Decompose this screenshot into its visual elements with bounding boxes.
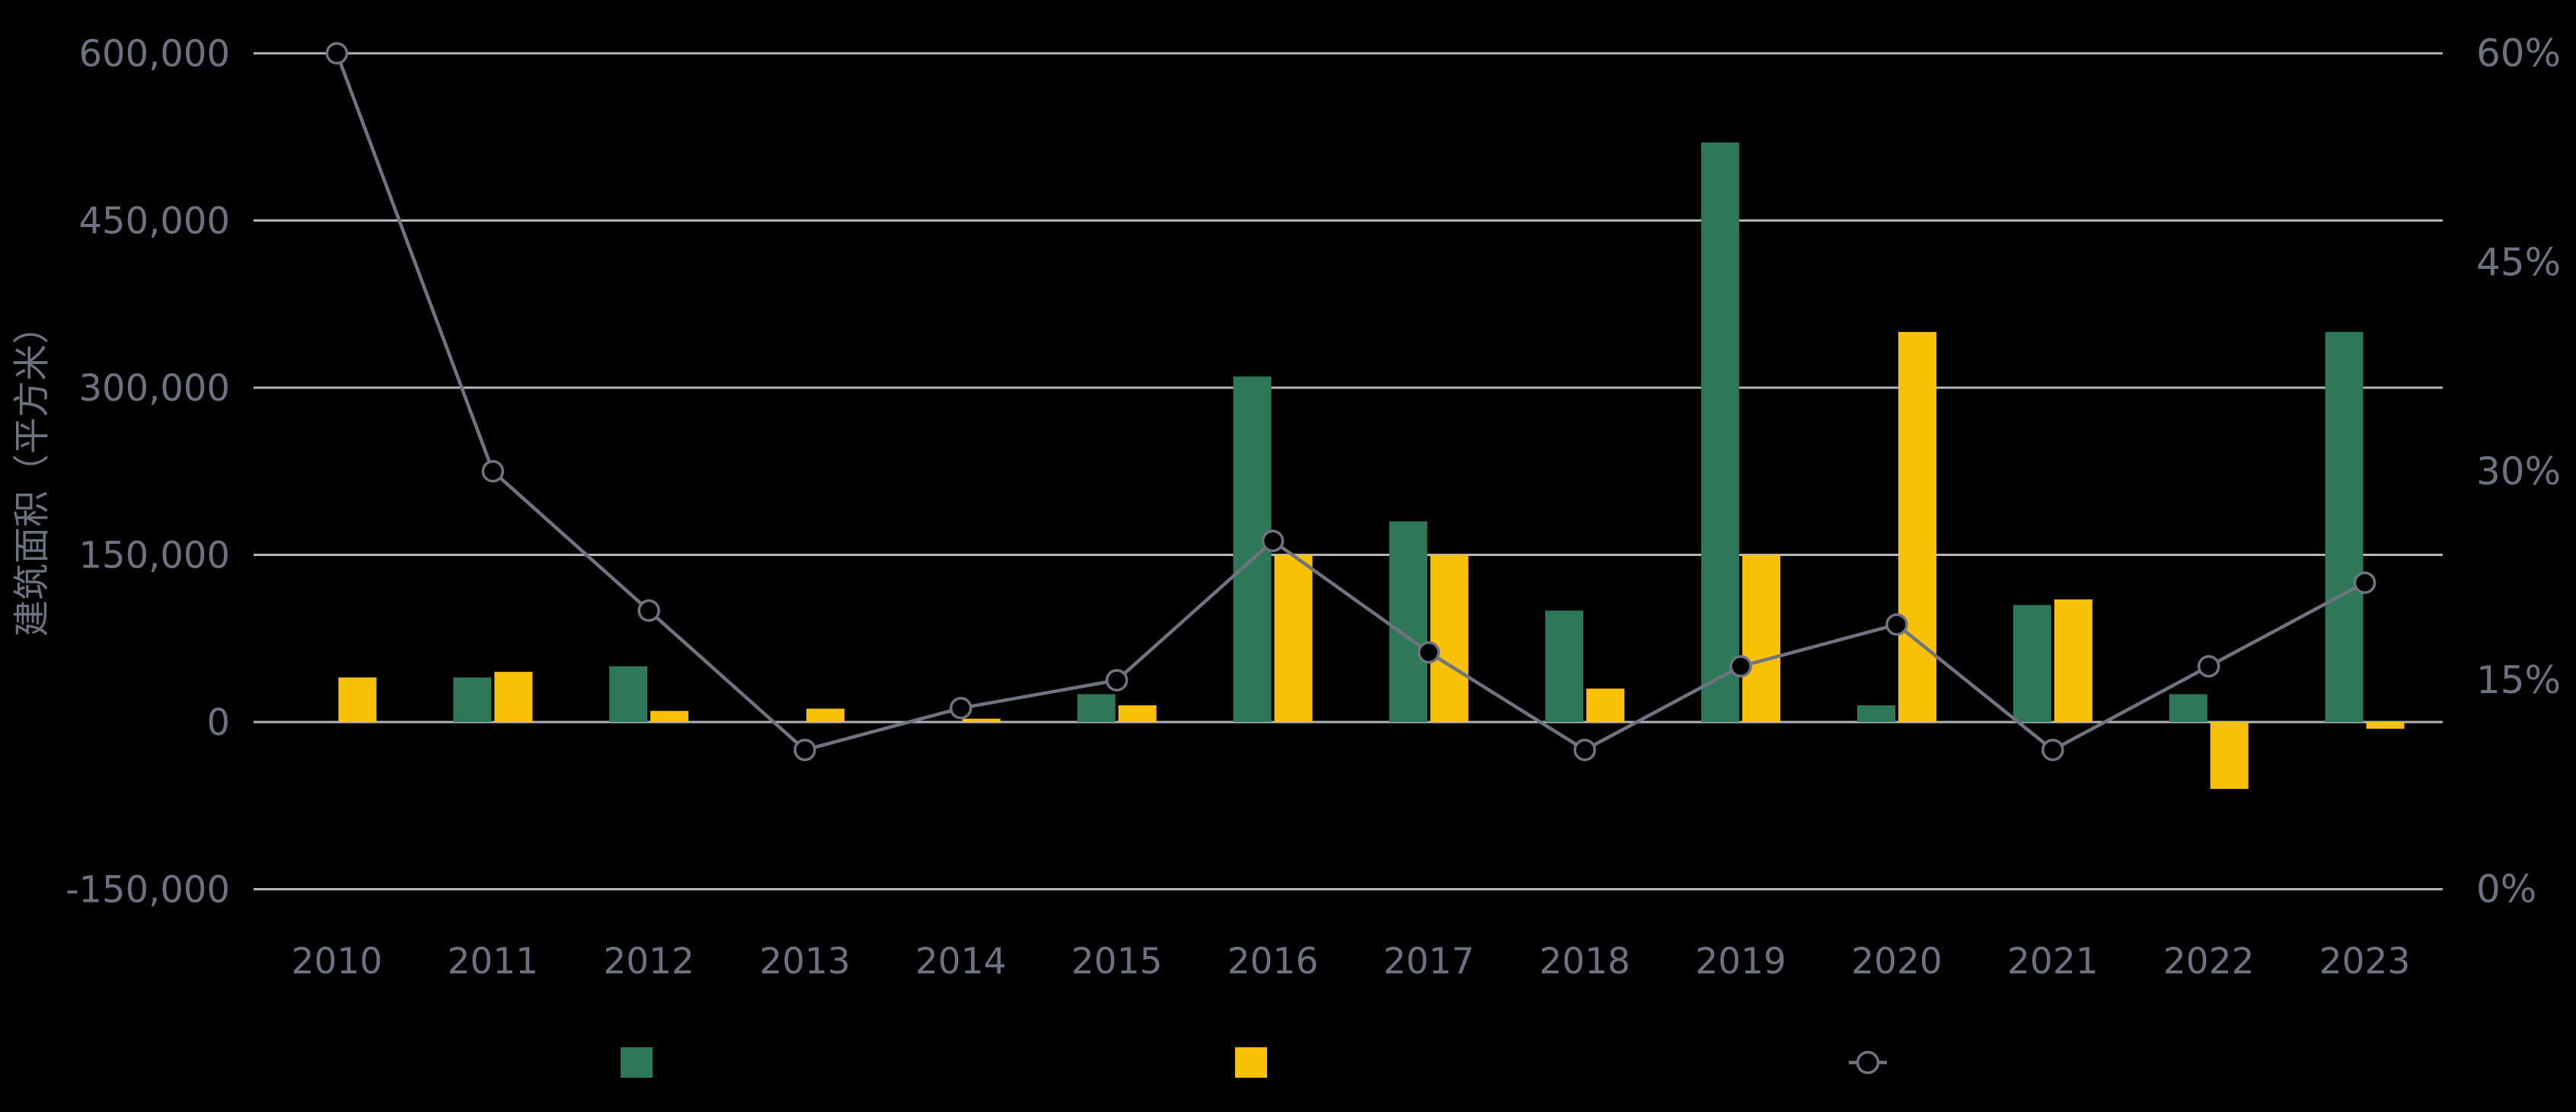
green-bar-2019	[1701, 142, 1740, 723]
left-axis-tick-label: 450,000	[79, 200, 231, 243]
x-axis-label-2020: 2020	[1851, 941, 1942, 983]
x-axis-label-2019: 2019	[1695, 941, 1786, 983]
yellow-bar-2012	[650, 711, 689, 722]
yellow-legend-swatch	[1235, 1047, 1267, 1078]
legend-item-yellow-bars[interactable]	[1235, 1047, 1267, 1078]
right-axis-tick-label: 45%	[2476, 240, 2561, 284]
percent-line-marker-2018	[1573, 738, 1597, 762]
yellow-bar-2011	[494, 672, 533, 722]
left-axis-tick-label: 300,000	[79, 367, 231, 410]
percent-line-marker-2012	[637, 599, 660, 622]
bars-layer	[338, 142, 2405, 789]
yellow-bar-2017	[1430, 554, 1469, 722]
percent-line-marker-2011	[481, 460, 505, 483]
yellow-bar-2014	[962, 718, 1001, 722]
x-axis-label-2011: 2011	[447, 941, 538, 983]
line-series-layer	[325, 42, 2376, 762]
x-axis-label-2010: 2010	[292, 941, 383, 983]
green-bar-2017	[1389, 521, 1428, 722]
legend	[621, 1047, 1887, 1078]
x-axis-label-2013: 2013	[759, 941, 851, 983]
yellow-bar-2016	[1274, 554, 1313, 722]
percent-line-marker-2015	[1105, 669, 1128, 692]
percent-line-marker-2020	[1885, 613, 1908, 636]
left-axis-tick-label: 600,000	[79, 33, 231, 75]
green-bar-2018	[1545, 610, 1584, 722]
gridlines-layer	[254, 52, 2443, 890]
percent-line-marker-2014	[950, 696, 972, 720]
yellow-bar-2022	[2210, 722, 2249, 789]
line-legend-circle-icon	[1856, 1050, 1880, 1075]
percent-line-marker-2016	[1261, 529, 1285, 552]
x-axis-label-2016: 2016	[1227, 941, 1319, 983]
left-axis-tick-label: -150,000	[65, 869, 230, 912]
percent-line-marker-2013	[793, 738, 816, 762]
green-bar-2012	[609, 666, 648, 722]
right-axis-tick-label: 30%	[2476, 449, 2561, 494]
yellow-bar-2010	[338, 677, 377, 722]
percent-line-marker-2019	[1729, 655, 1752, 678]
yellow-bar-2020	[1898, 331, 1936, 722]
percent-line-marker-2010	[325, 42, 349, 65]
x-axis-label-2022: 2022	[2163, 941, 2255, 983]
green-legend-swatch	[621, 1047, 653, 1078]
green-bar-2021	[2013, 605, 2051, 722]
left-axis-layer: 600,000 450,000 300,000 150,000 0 -150,000	[65, 33, 230, 912]
green-bar-2015	[1077, 694, 1116, 722]
yellow-bar-2018	[1586, 689, 1625, 722]
x-axis-label-2018: 2018	[1539, 941, 1630, 983]
legend-item-percent-line[interactable]	[1849, 1050, 1887, 1075]
left-axis-tick-label: 0	[206, 701, 230, 744]
percent-line-marker-2017	[1417, 641, 1441, 664]
green-bar-2023	[2325, 331, 2364, 722]
right-axis-tick-label: 60%	[2476, 31, 2561, 75]
yellow-bar-2019	[1742, 554, 1781, 722]
yellow-bar-2021	[2054, 599, 2092, 722]
x-axis-label-2012: 2012	[603, 941, 694, 983]
left-axis-tick-label: 150,000	[79, 535, 231, 577]
right-axis-layer: 60% 45% 30% 15% 0%	[2476, 31, 2561, 912]
yellow-bar-2013	[806, 708, 844, 722]
left-axis-title: 建筑面积（平方米）	[11, 308, 53, 637]
percent-line-marker-2023	[2353, 571, 2376, 594]
percent-line-marker-2022	[2197, 655, 2220, 678]
x-axis-label-2015: 2015	[1071, 941, 1163, 983]
percent-line-path	[335, 53, 2366, 753]
right-axis-tick-label: 15%	[2476, 658, 2561, 702]
yellow-bar-2015	[1118, 705, 1157, 722]
x-axis-label-2014: 2014	[915, 941, 1007, 983]
yellow-bar-2023	[2366, 722, 2405, 729]
green-bar-2020	[1857, 705, 1895, 722]
right-axis-tick-label: 0%	[2476, 868, 2536, 912]
x-axis-layer: 2010 2011 2012 2013 2014 2015 2016 2017 2018 2019…	[292, 941, 2411, 983]
percent-line-marker-2021	[2041, 738, 2064, 762]
green-bar-2011	[453, 677, 492, 722]
x-axis-label-2021: 2021	[2007, 941, 2099, 983]
green-bar-2022	[2169, 694, 2207, 722]
legend-item-green-bars[interactable]	[621, 1047, 653, 1078]
x-axis-label-2023: 2023	[2319, 941, 2411, 983]
x-axis-label-2017: 2017	[1384, 941, 1475, 983]
